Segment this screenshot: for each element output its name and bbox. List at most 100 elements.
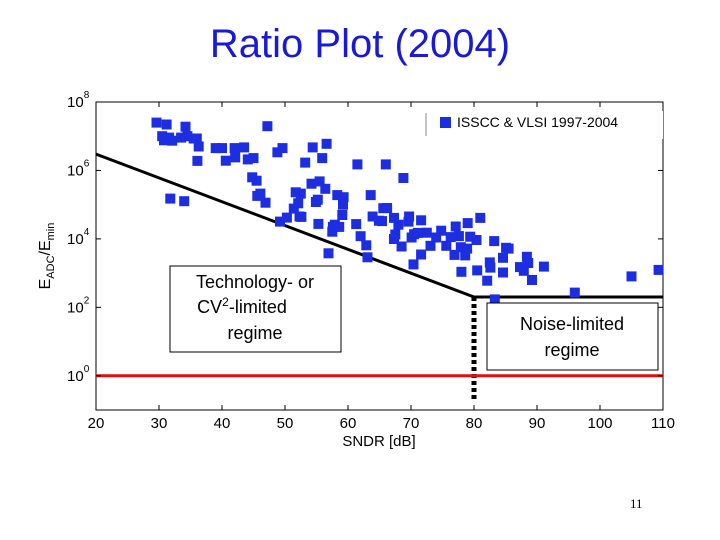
data-point — [337, 210, 348, 220]
data-point — [441, 240, 452, 251]
data-point — [338, 192, 349, 203]
data-point — [338, 199, 348, 210]
data-point — [456, 266, 467, 277]
data-point — [314, 176, 325, 187]
data-point — [165, 193, 176, 204]
data-point — [332, 190, 343, 201]
annotation-limited-text: -limited — [229, 297, 287, 317]
x-tick-label: 70 — [403, 415, 420, 432]
data-point — [367, 211, 378, 222]
x-tick-label: 100 — [587, 415, 612, 432]
data-point — [482, 275, 493, 286]
data-point — [396, 241, 407, 252]
data-point — [389, 212, 399, 223]
data-point — [255, 188, 266, 199]
data-point — [288, 203, 299, 214]
data-point — [151, 117, 162, 128]
y-tick-base: 10 — [67, 368, 84, 385]
data-point — [293, 198, 304, 209]
data-point — [626, 271, 637, 282]
data-point — [306, 178, 317, 189]
annotation-technology-regime: Technology- or CV2-limited regime — [169, 265, 342, 353]
data-point — [408, 259, 419, 270]
data-point — [569, 287, 580, 298]
x-tick-label: 90 — [529, 415, 546, 432]
annotation-noise-line1: Noise-limited — [520, 314, 624, 334]
data-point — [312, 194, 323, 205]
y-axis-label-part: E — [37, 279, 54, 290]
data-point — [351, 219, 362, 230]
data-point — [176, 132, 187, 143]
data-point — [436, 225, 447, 236]
data-point — [334, 221, 345, 232]
annotation-technology-box — [169, 265, 342, 353]
annotation-technology-line2: CV2-limited — [197, 295, 287, 317]
data-point — [296, 211, 307, 222]
data-point — [167, 135, 178, 146]
data-point — [191, 133, 202, 144]
x-tick-label: 110 — [651, 415, 675, 432]
y-tick-exponent: 4 — [84, 227, 90, 238]
annotation-noise-box — [486, 302, 659, 371]
y-tick-exponent: 8 — [84, 90, 90, 101]
data-point — [217, 143, 227, 154]
data-point — [220, 155, 231, 166]
data-point — [239, 142, 250, 153]
data-point — [431, 232, 442, 243]
data-point — [425, 240, 436, 251]
data-point — [159, 135, 169, 146]
data-point — [472, 265, 483, 276]
y-tick-exponent: 6 — [84, 158, 90, 169]
data-point — [489, 294, 500, 305]
data-point — [475, 212, 486, 223]
data-point — [380, 159, 391, 170]
data-point — [365, 190, 376, 201]
y-tick-exponent: 2 — [84, 295, 90, 306]
data-point — [300, 157, 311, 168]
data-point — [471, 235, 482, 245]
data-point — [538, 261, 549, 272]
annotation-noise-line2: regime — [544, 340, 599, 360]
data-point — [317, 153, 328, 164]
data-point — [361, 240, 372, 251]
data-point — [179, 196, 190, 207]
data-point — [355, 231, 366, 242]
y-tick-base: 10 — [67, 231, 84, 248]
data-point — [460, 250, 471, 261]
data-point — [281, 212, 292, 223]
data-point — [352, 159, 363, 170]
annotation-cv-superscript: 2 — [222, 295, 229, 309]
data-point — [377, 216, 387, 227]
data-point — [180, 121, 191, 132]
data-point — [248, 153, 259, 164]
data-point — [453, 231, 464, 242]
annotation-technology-line1: Technology- or — [196, 272, 314, 292]
annotation-cv-text: CV — [197, 297, 222, 317]
y-tick-base: 10 — [67, 162, 84, 179]
legend: ISSCC & VLSI 1997-2004 — [424, 111, 663, 139]
data-point — [262, 121, 273, 132]
x-tick-label: 80 — [466, 415, 483, 432]
data-point — [229, 143, 240, 154]
data-point — [484, 257, 495, 268]
data-point — [321, 138, 332, 149]
data-point — [307, 142, 318, 153]
data-point — [313, 218, 324, 229]
data-point — [416, 249, 427, 260]
data-point — [192, 155, 203, 166]
data-point — [182, 131, 193, 142]
data-point — [412, 227, 423, 238]
data-point — [403, 216, 414, 227]
data-point — [390, 229, 401, 240]
data-point — [398, 173, 409, 183]
y-axis-label-part: /E — [37, 240, 54, 255]
data-point — [161, 119, 172, 130]
x-tick-label: 20 — [88, 415, 105, 432]
data-point — [382, 203, 393, 213]
data-point — [450, 221, 461, 232]
data-point — [653, 264, 664, 275]
data-point — [193, 141, 204, 152]
data-point — [445, 232, 456, 243]
data-point — [462, 243, 473, 254]
